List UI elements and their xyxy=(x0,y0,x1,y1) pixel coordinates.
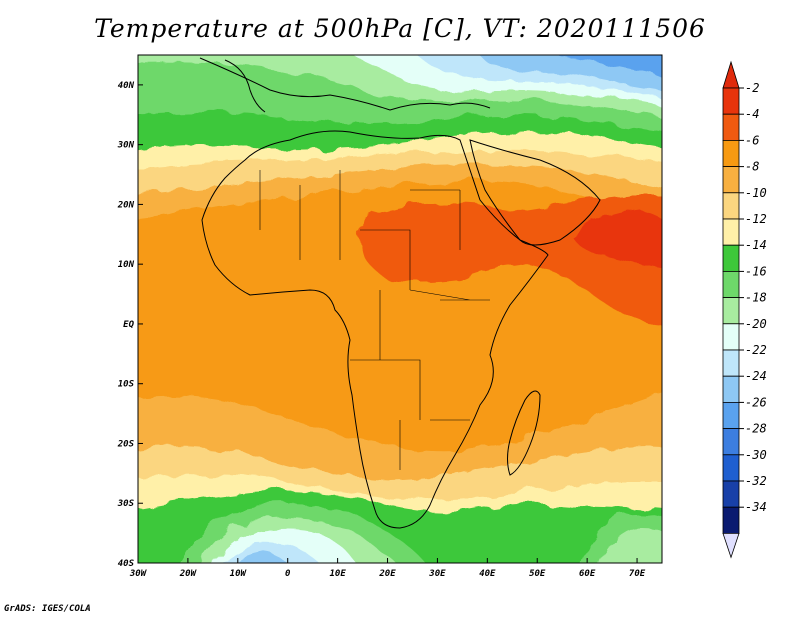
colorbar-label: -10 xyxy=(745,186,767,200)
colorbar-label: -28 xyxy=(745,422,767,436)
colorbar-swatch xyxy=(722,428,740,456)
lon-tick-label: 20W xyxy=(179,569,198,579)
band-minus26-north xyxy=(560,55,662,77)
latitude-axis: 40N 30N 20N 10N EQ 10S 20S 30S 40S xyxy=(117,81,143,569)
colorbar-swatch xyxy=(722,480,740,508)
lon-tick-label: 0 xyxy=(285,569,291,579)
colorbar-swatch xyxy=(722,113,740,141)
colorbar-swatch xyxy=(722,375,740,403)
longitude-axis: 30W 20W 10W 0 10E 20E 30E 40E 50E 60E 70E xyxy=(129,558,646,579)
colorbar-label: -8 xyxy=(745,160,759,174)
iberia-coastline xyxy=(224,59,266,113)
coastlines xyxy=(199,57,601,529)
lat-tick-label: 40N xyxy=(118,81,135,91)
colorbar-top-arrow xyxy=(722,60,740,89)
country-borders xyxy=(259,170,490,470)
lat-tick-label: 20S xyxy=(117,439,135,449)
lon-tick-label: 30E xyxy=(428,569,446,579)
colorbar-label: -22 xyxy=(745,343,767,357)
lat-tick-label: 20N xyxy=(117,200,135,210)
lat-tick-label: 10N xyxy=(118,260,135,270)
colorbar-swatch xyxy=(722,166,740,194)
band-minus24-south xyxy=(232,552,288,563)
colorbar-swatch xyxy=(722,297,740,325)
colorbar-swatch xyxy=(722,349,740,377)
europe-coastline xyxy=(199,57,491,111)
colorbar-label: -12 xyxy=(745,212,767,226)
lon-tick-label: 40E xyxy=(479,569,496,579)
lat-tick-label: 40S xyxy=(118,559,135,569)
lon-tick-label: 10W xyxy=(230,569,248,579)
colorbar-swatch xyxy=(722,244,740,272)
lat-tick-label: EQ xyxy=(123,320,134,330)
colorbar-bottom-arrow xyxy=(722,533,740,559)
colorbar-label: -18 xyxy=(745,291,767,305)
colorbar-swatch xyxy=(722,454,740,482)
madagascar-coastline xyxy=(507,390,541,476)
colorbar: -2 -4 -6 -8 -10 -12 -14 -16 -18 -20 -22 -24 -26 -28 -3… xyxy=(722,60,767,559)
map-title: Temperature at 500hPa [C], VT: 202011150… xyxy=(94,14,706,43)
africa-coastline xyxy=(201,130,549,529)
lon-tick-label: 10E xyxy=(329,569,346,579)
temperature-field xyxy=(138,55,662,563)
colorbar-label: -34 xyxy=(745,500,767,514)
lon-tick-label: 60E xyxy=(579,569,596,579)
colorbar-swatch xyxy=(722,323,740,351)
colorbar-label: -30 xyxy=(745,448,767,462)
colorbar-label: -16 xyxy=(745,264,767,278)
colorbar-label: -24 xyxy=(745,369,767,383)
lat-tick-label: 30N xyxy=(117,141,135,151)
band-minus2-core xyxy=(570,210,662,269)
colorbar-swatch xyxy=(722,401,740,429)
colorbar-label: -6 xyxy=(745,133,759,147)
colorbar-label: -26 xyxy=(745,395,767,409)
arabia-coastline xyxy=(469,139,601,246)
colorbar-swatch xyxy=(722,218,740,246)
lon-tick-label: 30W xyxy=(129,569,148,579)
colorbar-label: -4 xyxy=(745,107,759,121)
lat-tick-label: 30S xyxy=(117,499,135,509)
colorbar-label: -14 xyxy=(745,238,767,252)
colorbar-swatch xyxy=(722,506,740,534)
map-frame xyxy=(137,54,663,564)
colorbar-label: -20 xyxy=(745,317,767,331)
lon-tick-label: 50E xyxy=(529,569,546,579)
lat-tick-label: 10S xyxy=(118,380,135,390)
grads-credit: GrADS: IGES/COLA xyxy=(4,604,91,614)
colorbar-swatch xyxy=(722,270,740,298)
colorbar-swatch xyxy=(722,87,740,115)
colorbar-label: -32 xyxy=(745,474,767,488)
colorbar-swatch xyxy=(722,139,740,167)
colorbar-label: -2 xyxy=(745,81,759,95)
lon-tick-label: 70E xyxy=(629,569,646,579)
lon-tick-label: 20E xyxy=(378,569,396,579)
colorbar-swatch xyxy=(722,192,740,220)
